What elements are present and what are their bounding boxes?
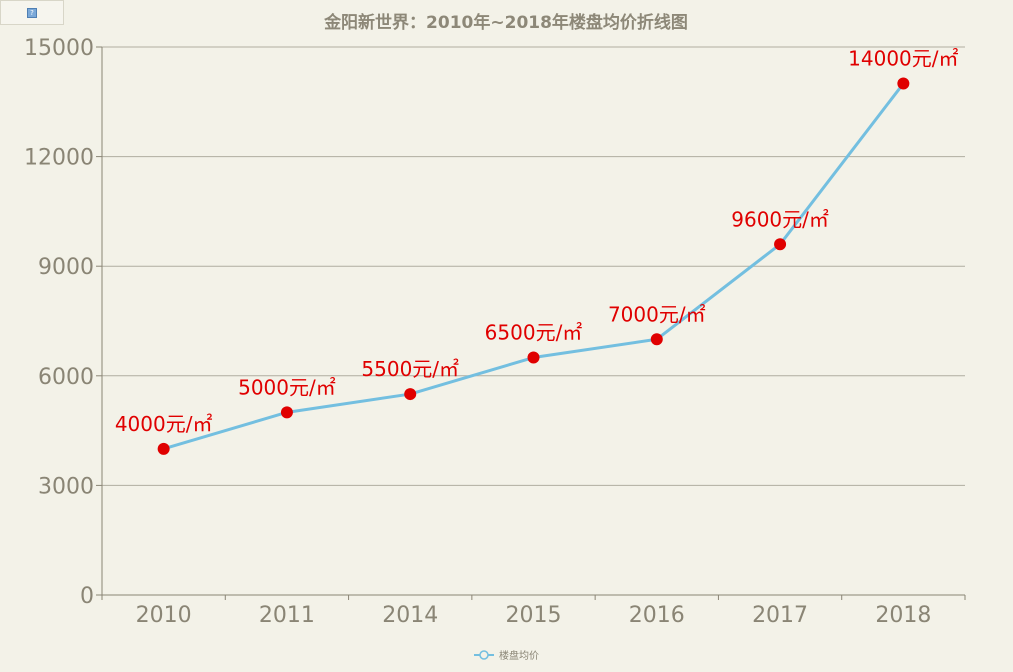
data-label: 7000元/㎡ [608, 302, 706, 326]
data-point [897, 77, 910, 90]
x-tick-label: 2011 [259, 603, 315, 628]
corner-toolbar[interactable]: ? [0, 0, 64, 25]
data-label: 5500元/㎡ [361, 357, 459, 381]
chart-title: 金阳新世界：2010年~2018年楼盘均价折线图 [323, 12, 688, 33]
x-tick-label: 2016 [629, 603, 685, 628]
data-label: 9600元/㎡ [731, 207, 829, 231]
x-tick-label: 2018 [875, 603, 931, 628]
data-point [774, 238, 787, 251]
y-tick-label: 3000 [38, 474, 94, 499]
x-tick-label: 2015 [506, 603, 562, 628]
legend-marker-icon [479, 650, 489, 660]
data-label: 6500元/㎡ [485, 321, 583, 345]
series-markers [157, 77, 910, 455]
x-tick-label: 2017 [752, 603, 808, 628]
y-tick-label: 9000 [38, 255, 94, 280]
help-icon[interactable]: ? [27, 8, 37, 18]
legend[interactable]: 楼盘均价 [474, 649, 539, 662]
y-tick-label: 12000 [24, 146, 94, 171]
y-tick-label: 0 [80, 584, 94, 609]
data-point [650, 333, 663, 346]
data-point [404, 388, 417, 401]
data-point [157, 442, 170, 455]
data-point [280, 406, 293, 419]
y-tick-label: 15000 [24, 36, 94, 61]
x-tick-label: 2010 [136, 603, 192, 628]
x-tick-label: 2014 [382, 603, 438, 628]
y-axis-ticks: 0 3000 6000 9000 12000 15000 [24, 36, 94, 609]
data-point [527, 351, 540, 364]
legend-label: 楼盘均价 [499, 649, 539, 662]
data-label: 5000元/㎡ [238, 375, 336, 399]
data-label: 14000元/㎡ [848, 47, 958, 71]
x-axis-ticks: 2010 2011 2014 2015 2016 2017 2018 [101, 595, 966, 628]
data-label: 4000元/㎡ [115, 412, 213, 436]
y-tick-label: 6000 [38, 365, 94, 390]
grid-lines [96, 46, 965, 596]
data-labels: 4000元/㎡ 5000元/㎡ 5500元/㎡ 6500元/㎡ 7000元/㎡ 9600元… [115, 47, 959, 436]
